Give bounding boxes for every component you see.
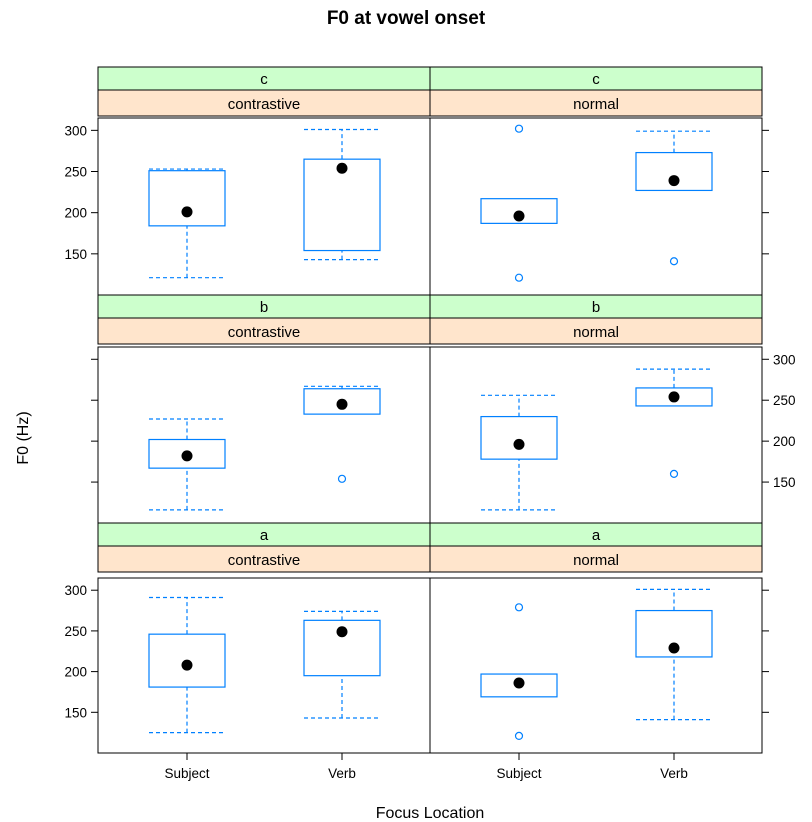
box-iqr: [480, 673, 558, 698]
strip-focus-label: normal: [573, 552, 619, 569]
y-tick-label: 150: [64, 247, 87, 262]
y-tick-label: 200: [64, 206, 87, 221]
x-tick-label: Subject: [164, 766, 209, 781]
x-tick-label: Verb: [660, 766, 688, 781]
outlier-point: [514, 731, 524, 741]
median-dot: [668, 391, 680, 403]
panel-c-contrastive: c contrastive 150 200 250 300: [64, 66, 431, 296]
box-verb: [635, 588, 713, 721]
panel-b-normal: b normal 150 200 250 300: [429, 294, 796, 524]
box-subject: [148, 168, 226, 279]
box-iqr: [303, 619, 381, 677]
median-dot: [336, 626, 348, 638]
median-dot: [513, 677, 525, 689]
strip-focus: [429, 545, 763, 573]
box-iqr: [480, 415, 558, 460]
median-dot: [513, 210, 525, 222]
y-tick-label: 300: [64, 583, 87, 598]
y-tick-label: 250: [64, 165, 87, 180]
strip-focus-label: contrastive: [228, 96, 301, 113]
panel-b-contrastive: b contrastive: [91, 294, 431, 524]
outlier-point: [669, 257, 679, 266]
box-subject: [148, 596, 226, 734]
box-verb: [303, 385, 381, 483]
box-subject: [480, 603, 558, 741]
strip-focus-label: normal: [573, 324, 619, 341]
box-verb: [635, 368, 713, 478]
strip-level-label: b: [260, 299, 268, 316]
outlier-point: [514, 124, 524, 133]
x-axis-label: Focus Location: [376, 805, 485, 822]
y-tick-label: 150: [64, 705, 87, 720]
x-tick-label: Verb: [328, 766, 356, 781]
box-iqr: [148, 633, 226, 688]
median-dot: [668, 175, 680, 187]
y-tick-label: 200: [64, 665, 87, 680]
strip-level-label: a: [260, 527, 269, 544]
outlier-point: [514, 273, 524, 282]
strip-focus: [97, 545, 431, 573]
box-verb: [303, 128, 381, 261]
box-iqr: [635, 609, 713, 658]
chart-title: F0 at vowel onset: [327, 8, 486, 29]
panel-frame: [97, 346, 431, 524]
box-subject: [480, 394, 558, 511]
box-iqr: [303, 388, 381, 415]
median-dot: [181, 206, 193, 218]
y-tick-label: 300: [773, 352, 796, 367]
strip-focus: [429, 317, 763, 345]
y-tick-label: 250: [64, 624, 87, 639]
outlier-point: [337, 474, 347, 483]
strip-level-label: a: [592, 527, 601, 544]
outlier-point: [514, 603, 524, 612]
box-verb: [635, 130, 713, 266]
median-dot: [336, 398, 348, 410]
x-tick-label: Subject: [496, 766, 541, 781]
box-subject: [480, 124, 558, 282]
y-axis-label: F0 (Hz): [15, 411, 32, 464]
panel-grid: c contrastive 150 200 250 300 c normal b contrast…: [64, 66, 796, 781]
panel-a-contrastive: a contrastive 150 200 250 300 Subject Verb: [64, 522, 431, 781]
box-iqr: [148, 170, 226, 227]
box-verb: [303, 610, 381, 719]
outlier-point: [669, 469, 679, 478]
y-tick-label: 200: [773, 434, 796, 449]
strip-focus: [97, 317, 431, 345]
strip-level-label: c: [260, 71, 268, 88]
median-dot: [181, 659, 193, 671]
panel-a-normal: a normal Subject Verb: [429, 522, 769, 781]
median-dot: [513, 438, 525, 450]
box-iqr: [480, 198, 558, 224]
y-tick-label: 300: [64, 123, 87, 138]
strip-focus-label: contrastive: [228, 552, 301, 569]
median-dot: [181, 450, 193, 462]
panel-frame: [429, 117, 763, 296]
median-dot: [668, 642, 680, 654]
box-iqr: [303, 158, 381, 252]
strip-focus: [97, 89, 431, 117]
panel-frame: [429, 577, 763, 754]
strip-level-label: b: [592, 299, 600, 316]
y-tick-label: 250: [773, 393, 796, 408]
panel-frame: [429, 346, 763, 524]
panel-c-normal: c normal: [429, 66, 769, 296]
y-tick-label: 150: [773, 475, 796, 490]
strip-focus: [429, 89, 763, 117]
median-dot: [336, 162, 348, 174]
box-iqr: [635, 387, 713, 407]
strip-focus-label: contrastive: [228, 324, 301, 341]
box-iqr: [635, 151, 713, 192]
strip-focus-label: normal: [573, 96, 619, 113]
box-subject: [148, 418, 226, 511]
strip-level-label: c: [592, 71, 600, 88]
box-iqr: [148, 438, 226, 469]
